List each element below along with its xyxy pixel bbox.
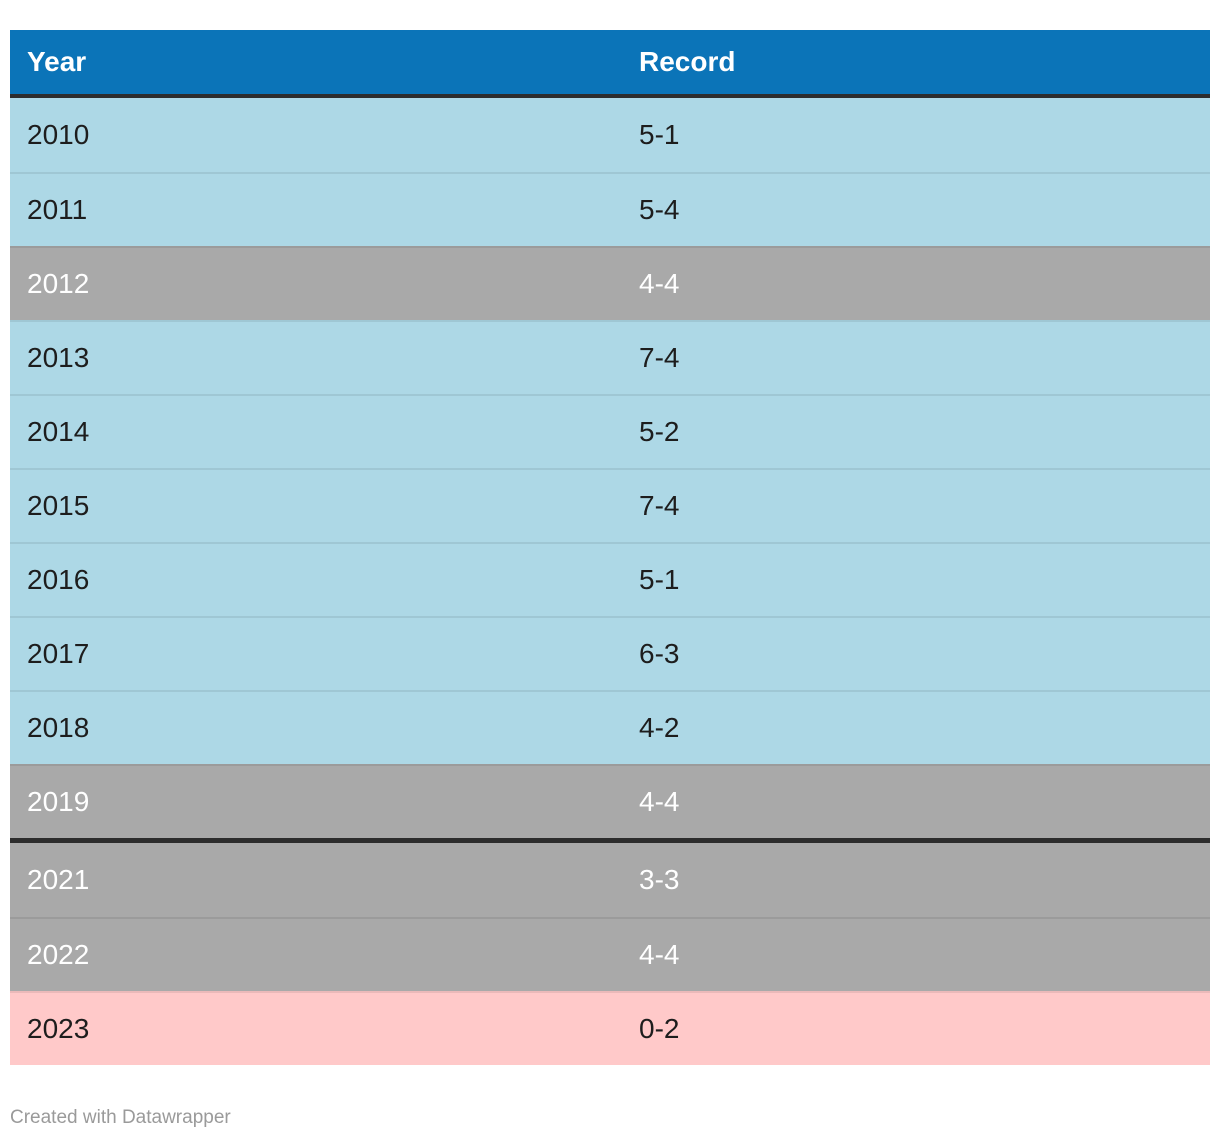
table-row: 2012 4-4: [10, 246, 1210, 320]
table-body: 2010 5-1 2011 5-4 2012 4-4 2013 7-4 2014 5-2 2015 7…: [10, 98, 1210, 1065]
year-cell: 2011: [27, 194, 88, 225]
record-cell: 5-1: [639, 564, 680, 595]
year-cell: 2015: [27, 490, 90, 521]
datawrapper-credit-link[interactable]: Created with Datawrapper: [10, 1107, 231, 1128]
year-cell: 2013: [27, 342, 90, 373]
year-cell: 2017: [27, 638, 90, 669]
record-cell: 7-4: [639, 342, 680, 373]
table-row: 2023 0-2: [10, 991, 1210, 1065]
column-header-year: Year: [27, 46, 87, 77]
column-header-record: Record: [639, 46, 736, 77]
year-cell: 2022: [27, 939, 90, 970]
table-row: 2016 5-1: [10, 542, 1210, 616]
record-cell: 0-2: [639, 1013, 680, 1044]
table-row: 2010 5-1: [10, 98, 1210, 172]
record-cell: 5-4: [639, 194, 680, 225]
missing-season-divider: [10, 838, 1210, 843]
table-row: 2011 5-4: [10, 172, 1210, 246]
table-row: 2014 5-2: [10, 394, 1210, 468]
record-cell: 3-3: [639, 864, 680, 895]
table-row: 2013 7-4: [10, 320, 1210, 394]
year-cell: 2016: [27, 564, 90, 595]
table-header-row: Year Record: [10, 30, 1210, 98]
record-cell: 4-4: [639, 786, 680, 817]
record-cell: 4-2: [639, 712, 680, 743]
record-cell: 4-4: [639, 939, 680, 970]
table-row: 2021 3-3: [10, 843, 1210, 917]
year-cell: 2023: [27, 1013, 90, 1044]
record-table: Year Record 2010 5-1 2011 5-4 2012 4-4 2013 7-4…: [10, 30, 1210, 1065]
table-row: 2015 7-4: [10, 468, 1210, 542]
table-row: 2019 4-4: [10, 764, 1210, 838]
table-row: 2018 4-2: [10, 690, 1210, 764]
record-cell: 6-3: [639, 638, 680, 669]
table-row: 2022 4-4: [10, 917, 1210, 991]
record-cell: 7-4: [639, 490, 680, 521]
record-cell: 5-1: [639, 119, 680, 150]
year-cell: 2018: [27, 712, 90, 743]
year-cell: 2019: [27, 786, 90, 817]
record-cell: 5-2: [639, 416, 680, 447]
table-row: 2017 6-3: [10, 616, 1210, 690]
year-cell: 2021: [27, 864, 90, 895]
record-cell: 4-4: [639, 268, 680, 299]
year-cell: 2012: [27, 268, 90, 299]
year-cell: 2010: [27, 119, 90, 150]
year-cell: 2014: [27, 416, 90, 447]
